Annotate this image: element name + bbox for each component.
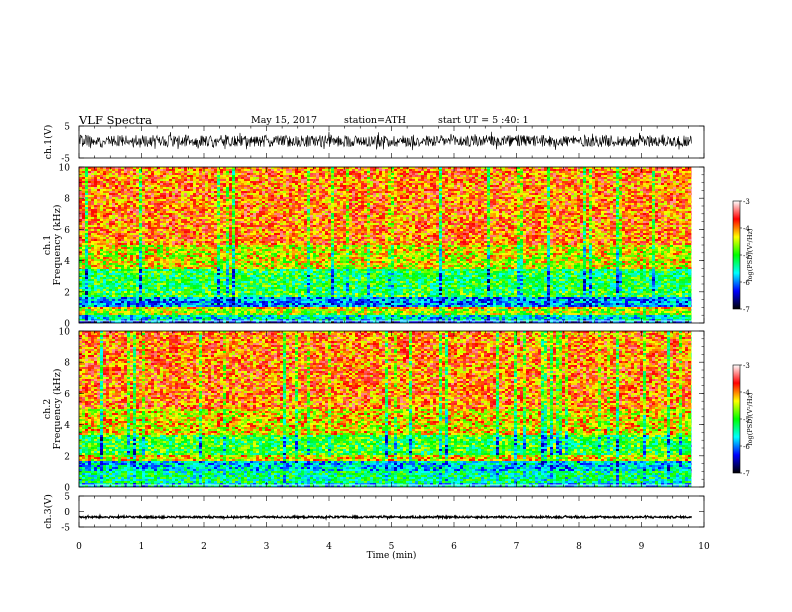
data-layer bbox=[78, 131, 693, 521]
ch2-spectrogram-colorbar-label: log(PSD)(V²/Hz) bbox=[746, 392, 754, 445]
ch1-spectrogram-ytick-label: 6 bbox=[64, 226, 70, 236]
ch1-spectrogram-ylabel: Frequency (kHz) bbox=[52, 205, 63, 286]
ch1-spectrogram-line-gap bbox=[79, 320, 692, 322]
ch2-spectrogram-ytick-label: 4 bbox=[64, 421, 70, 431]
ch1-waveform-ytick-label: 5 bbox=[64, 123, 70, 133]
ch2-spectrogram-ytick-label: 8 bbox=[64, 359, 70, 369]
ch1-spectrogram-channel-label: ch.1 bbox=[42, 235, 53, 256]
ch1-spectrogram-colorbar-tick: -3 bbox=[743, 198, 750, 206]
ch2-spectrogram-ytick-label: 0 bbox=[64, 484, 70, 494]
ch1-spectrogram-pixels bbox=[79, 167, 692, 323]
ch3-waveform-axes: 5 0 -5 ch.3(V) 0 1 2 3 4 5 6 7 8 9 10 Time (min) bbox=[43, 493, 710, 562]
colorbar-layer: -3 -4 -5 -6 -7 log(PSD)(V²/Hz) -3 -4 -5 -6 -7 log(P… bbox=[732, 198, 754, 478]
ch2-spectrogram-channel-label: ch.2 bbox=[42, 399, 53, 420]
ch1-waveform-axes: 5 -5 ch.1(V) bbox=[43, 123, 705, 165]
ch1-spectrogram-colorbar-tick: -5 bbox=[743, 252, 750, 260]
ch1-spectrogram-colorbar-tick: -4 bbox=[743, 225, 750, 233]
xaxis-label: Time (min) bbox=[367, 550, 417, 561]
ch2-spectrogram-ytick-label: 2 bbox=[64, 452, 70, 462]
xtick-label: 1 bbox=[139, 542, 145, 552]
station-label: station=ATH bbox=[344, 115, 406, 126]
ch1-waveform-ylabel: ch.1(V) bbox=[43, 125, 54, 160]
ch2-spectrogram-colorbar-scale bbox=[732, 364, 741, 474]
ch1-spectrogram-ytick-label: 0 bbox=[64, 320, 70, 330]
xtick-label: 2 bbox=[201, 542, 207, 552]
ch2-spectrogram-ylabel: Frequency (kHz) bbox=[52, 369, 63, 450]
ch1-spectrogram-colorbar-label: log(PSD)(V²/Hz) bbox=[746, 228, 754, 281]
xtick-label: 5 bbox=[389, 542, 395, 552]
ch2-spectrogram-ytick-label: 6 bbox=[64, 390, 70, 400]
start-time-label: start UT = 5 :40: 1 bbox=[438, 115, 529, 126]
xtick-label: 4 bbox=[326, 542, 332, 552]
ch1-spectrogram-colorbar: -3 -4 -5 -6 -7 log(PSD)(V²/Hz) bbox=[732, 198, 754, 314]
ch1-spectrogram-colorbar-tick: -7 bbox=[743, 306, 750, 314]
ch1-spectrogram-axes: 0 2 4 6 8 10 ch.1 Frequency (kHz) bbox=[42, 164, 705, 330]
ch3-waveform-ytick-label: 0 bbox=[64, 508, 70, 518]
ch3-waveform-ylabel: ch.3(V) bbox=[43, 494, 54, 529]
ch1-spectrogram-colorbar-scale bbox=[732, 200, 741, 310]
ch2-spectrogram-colorbar-tick: -3 bbox=[743, 362, 750, 370]
ch2-spectrogram-colorbar-tick: -7 bbox=[743, 470, 750, 478]
plot-title: VLF Spectra bbox=[79, 113, 152, 127]
ch3-waveform-ytick-label: 5 bbox=[64, 493, 70, 503]
ch2-spectrogram-colorbar-tick: -4 bbox=[743, 389, 750, 397]
xtick-label: 10 bbox=[698, 542, 710, 552]
ch1-waveform-ytick-label: -5 bbox=[61, 155, 70, 165]
ch2-spectrogram-colorbar-tick: -5 bbox=[743, 416, 750, 424]
xtick-label: 9 bbox=[639, 542, 645, 552]
ch3-waveform-ytick-label: -5 bbox=[61, 524, 70, 534]
xtick-label: 7 bbox=[514, 542, 520, 552]
ch2-spectrogram-colorbar: -3 -4 -5 -6 -7 log(PSD)(V²/Hz) bbox=[732, 362, 754, 478]
ch1-spectrogram-ytick-label: 8 bbox=[64, 195, 70, 205]
ch2-spectrogram-line-gap bbox=[79, 484, 692, 486]
ch1-spectrogram-colorbar-tick: -6 bbox=[743, 279, 750, 287]
xtick-label: 3 bbox=[264, 542, 270, 552]
ch3-waveform-trace bbox=[78, 513, 693, 521]
ch2-spectrogram-axes: 0 2 4 6 8 10 ch.2 Frequency (kHz) bbox=[42, 328, 705, 494]
ch2-spectrogram-colorbar-tick: -6 bbox=[743, 443, 750, 451]
date-label: May 15, 2017 bbox=[251, 115, 317, 126]
ch2-spectrogram-ytick-label: 10 bbox=[59, 328, 71, 338]
xtick-label: 0 bbox=[76, 542, 82, 552]
ch2-spectrogram-pixels bbox=[79, 331, 692, 487]
ch1-spectrogram-ytick-label: 2 bbox=[64, 288, 70, 298]
xtick-label: 6 bbox=[451, 542, 457, 552]
xtick-label: 8 bbox=[576, 542, 582, 552]
ch1-waveform-trace bbox=[78, 131, 692, 151]
ch1-spectrogram-ytick-label: 10 bbox=[59, 164, 71, 174]
ch1-spectrogram-ytick-label: 4 bbox=[64, 257, 70, 267]
